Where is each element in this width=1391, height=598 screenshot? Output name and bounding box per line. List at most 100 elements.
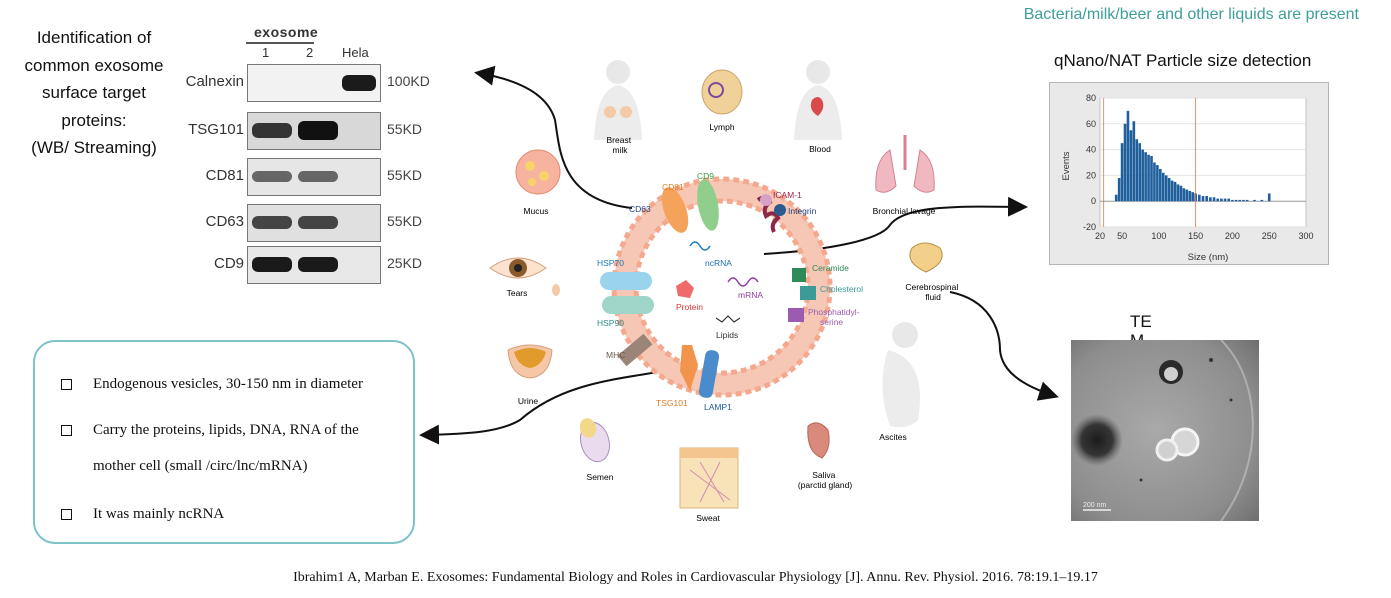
x-tick-label: 100 xyxy=(1151,231,1166,241)
wb-band xyxy=(298,121,338,140)
arrow-to-tem xyxy=(949,291,1059,401)
histogram-bar xyxy=(1176,184,1180,202)
wb-kd-label: 55KD xyxy=(387,167,423,183)
top-right-note: Bacteria/milk/beer and other liquids are… xyxy=(1023,6,1359,23)
histogram-markers xyxy=(1103,98,1197,227)
histogram-bar xyxy=(1156,165,1159,202)
x-tick-label: 200 xyxy=(1225,231,1240,241)
label-integrin: Integrin xyxy=(788,206,817,216)
wb-band xyxy=(298,171,338,182)
wb-band xyxy=(252,123,292,138)
qnano-title: qNano/NAT Particle size detection xyxy=(1054,51,1312,70)
histogram-bar xyxy=(1220,198,1223,202)
label-bronchial-lavage: Bronchial lavage xyxy=(873,206,936,216)
info-bullet-text: Endogenous vesicles, 30-150 nm in diamet… xyxy=(93,376,363,392)
exosome-diagram: CD63 CD81 CD9 ICAM-1 Integrin ncRNA HSP7… xyxy=(419,60,1059,523)
label-protein: Protein xyxy=(676,302,703,312)
wb-protein-label: CD81 xyxy=(205,167,244,184)
histogram-bar xyxy=(1260,199,1264,202)
arrow-to-info-box xyxy=(419,371,659,445)
histogram-bar xyxy=(1150,156,1153,202)
histogram-bar xyxy=(1198,194,1201,202)
wb-title-line: proteins: xyxy=(61,110,127,130)
x-tick-labels: 20 50 100 150 200 250 300 xyxy=(1095,231,1314,241)
wb-band xyxy=(252,257,292,272)
citation: Ibrahim1 A, Marban E. Exosomes: Fundamen… xyxy=(293,570,1098,585)
histogram-bar xyxy=(1141,149,1144,202)
histogram-bar xyxy=(1191,192,1194,202)
y-tick-label: 60 xyxy=(1086,119,1096,129)
tem-vesicle xyxy=(1164,367,1178,381)
label-phosphatidylserine-line2: serine xyxy=(820,317,843,327)
label-icam1: ICAM-1 xyxy=(773,190,802,200)
histogram-bar xyxy=(1216,198,1220,202)
label-cd63: CD63 xyxy=(629,204,651,214)
wb-row-cd63: CD63 55KD xyxy=(182,204,442,242)
histogram-bar xyxy=(1170,180,1174,202)
histogram-bar xyxy=(1227,198,1231,202)
histogram-bar xyxy=(1129,130,1133,202)
wb-row-calnexin: Calnexin 100KD xyxy=(182,64,442,102)
lamp1-protein xyxy=(698,350,720,398)
protein-cargo xyxy=(676,280,694,298)
icam1-head xyxy=(760,194,772,206)
breast-milk-figure xyxy=(594,60,642,140)
tem-micrograph: 200 nm xyxy=(1071,340,1259,521)
histogram-bar xyxy=(1153,162,1156,202)
phosphatidylserine-molecule xyxy=(788,308,804,322)
bronchial-lavage-figure xyxy=(875,135,935,193)
label-phosphatidylserine: Phosphatidyl- serine xyxy=(808,307,862,327)
histogram-bar xyxy=(1164,175,1168,202)
western-blot: exosome 1 2 Hela Calnexin 100KD TSG101 5… xyxy=(182,22,452,284)
tem-aggregate xyxy=(1071,414,1123,466)
histogram-bar xyxy=(1144,152,1147,202)
x-axis-label: Size (nm) xyxy=(1188,252,1229,263)
histogram-bar xyxy=(1242,199,1245,202)
histogram-bar xyxy=(1182,188,1186,202)
info-bullet-text: Carry the proteins, lipids, DNA, RNA of … xyxy=(93,422,359,438)
x-tick-label: 50 xyxy=(1117,231,1127,241)
histogram-bar xyxy=(1138,143,1142,202)
label-sweat: Sweat xyxy=(696,513,720,523)
label-ncrna: ncRNA xyxy=(705,258,732,268)
histogram-bar xyxy=(1132,121,1136,202)
cd9-protein xyxy=(697,179,719,231)
label-ceramide: Ceramide xyxy=(812,263,849,273)
label-mhc: MHC xyxy=(606,350,625,360)
cholesterol-molecule xyxy=(800,286,816,300)
label-hsp70: HSP70 xyxy=(597,258,624,268)
x-tick-label: 250 xyxy=(1262,231,1277,241)
label-lymph: Lymph xyxy=(709,122,734,132)
tem-scale-label: 200 nm xyxy=(1083,502,1107,509)
histogram-bar xyxy=(1185,189,1189,202)
wb-title-line: surface target xyxy=(42,83,146,102)
histogram-bar xyxy=(1161,172,1165,202)
urine-figure xyxy=(507,344,553,379)
wb-kd-label: 55KD xyxy=(387,121,423,137)
histogram-bar xyxy=(1135,139,1139,202)
wb-blot-strip xyxy=(247,158,381,196)
label-tears: Tears xyxy=(507,288,528,298)
wb-protein-label: Calnexin xyxy=(185,73,244,90)
histogram-bar xyxy=(1159,168,1162,202)
label-cd9: CD9 xyxy=(697,171,714,181)
ceramide-molecule xyxy=(792,268,806,282)
wb-lane-label: Hela xyxy=(342,45,369,60)
csf-figure xyxy=(909,242,943,273)
arrow-to-western-blot xyxy=(474,65,633,209)
histogram-bar xyxy=(1126,110,1130,202)
histogram-bar xyxy=(1147,154,1150,202)
wb-lane-label: 1 xyxy=(262,45,270,60)
info-bullet-text: mother cell (small /circ/lnc/mRNA) xyxy=(93,458,308,474)
histogram-bar xyxy=(1231,199,1234,202)
exosome: CD63 CD81 CD9 ICAM-1 Integrin ncRNA HSP7… xyxy=(597,171,863,412)
bullet-square-icon xyxy=(61,509,72,520)
histogram-bar xyxy=(1234,199,1238,202)
lipids-cargo xyxy=(715,315,741,323)
label-tsg101: TSG101 xyxy=(656,398,688,408)
y-tick-label: 20 xyxy=(1086,170,1096,180)
tem-image-svg: 200 nm xyxy=(1071,340,1259,521)
histogram-bar xyxy=(1117,177,1121,202)
label-cholesterol: Cholesterol xyxy=(820,284,863,294)
integrin-protein xyxy=(774,204,786,216)
